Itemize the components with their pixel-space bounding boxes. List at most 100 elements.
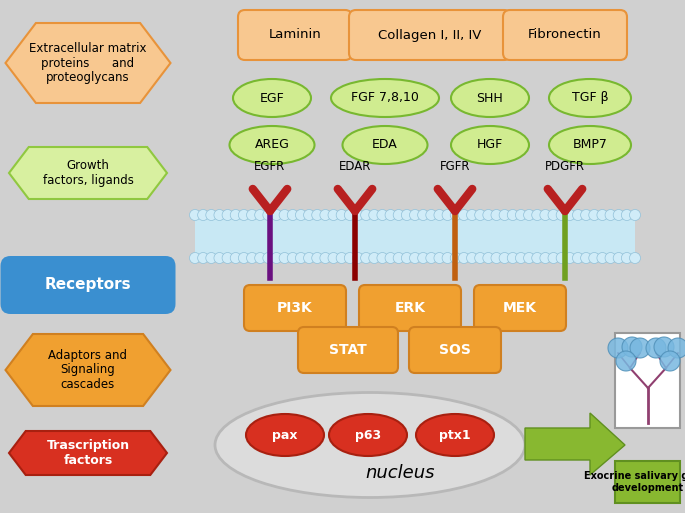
Circle shape — [589, 252, 600, 264]
Circle shape — [523, 209, 534, 221]
Circle shape — [630, 338, 650, 358]
Circle shape — [328, 209, 339, 221]
FancyBboxPatch shape — [409, 327, 501, 373]
Circle shape — [303, 252, 314, 264]
Circle shape — [410, 252, 421, 264]
Text: p63: p63 — [355, 428, 381, 442]
Circle shape — [458, 252, 469, 264]
Circle shape — [523, 252, 534, 264]
Circle shape — [295, 252, 306, 264]
Circle shape — [230, 209, 241, 221]
Circle shape — [401, 209, 412, 221]
Circle shape — [556, 209, 567, 221]
Circle shape — [573, 252, 584, 264]
Circle shape — [630, 252, 640, 264]
Circle shape — [369, 252, 379, 264]
Circle shape — [499, 209, 510, 221]
Circle shape — [613, 209, 624, 221]
Ellipse shape — [342, 126, 427, 164]
Circle shape — [573, 209, 584, 221]
Circle shape — [426, 209, 437, 221]
Circle shape — [597, 209, 608, 221]
Circle shape — [608, 338, 628, 358]
FancyBboxPatch shape — [359, 285, 461, 331]
Circle shape — [263, 209, 274, 221]
Text: pax: pax — [272, 428, 298, 442]
Circle shape — [247, 209, 258, 221]
Circle shape — [385, 209, 396, 221]
Circle shape — [442, 252, 453, 264]
Circle shape — [255, 209, 266, 221]
Circle shape — [345, 252, 356, 264]
Circle shape — [475, 252, 486, 264]
Polygon shape — [9, 431, 167, 475]
Circle shape — [548, 252, 559, 264]
Circle shape — [450, 252, 461, 264]
Ellipse shape — [246, 414, 324, 456]
Text: ptx1: ptx1 — [439, 428, 471, 442]
Circle shape — [466, 252, 477, 264]
Text: EGFR: EGFR — [254, 161, 286, 173]
Circle shape — [328, 252, 339, 264]
Ellipse shape — [329, 414, 407, 456]
FancyBboxPatch shape — [503, 10, 627, 60]
Circle shape — [263, 252, 274, 264]
Circle shape — [336, 252, 347, 264]
Circle shape — [377, 209, 388, 221]
Circle shape — [515, 252, 527, 264]
Circle shape — [426, 252, 437, 264]
Circle shape — [230, 252, 241, 264]
Ellipse shape — [215, 392, 525, 498]
Circle shape — [312, 209, 323, 221]
Circle shape — [214, 209, 225, 221]
Circle shape — [660, 351, 680, 371]
Circle shape — [206, 209, 216, 221]
Circle shape — [287, 209, 298, 221]
Circle shape — [206, 252, 216, 264]
Circle shape — [255, 252, 266, 264]
Circle shape — [312, 252, 323, 264]
Circle shape — [548, 209, 559, 221]
Text: FGF 7,8,10: FGF 7,8,10 — [351, 91, 419, 105]
Circle shape — [345, 209, 356, 221]
Text: BMP7: BMP7 — [573, 139, 608, 151]
Circle shape — [190, 252, 201, 264]
Ellipse shape — [451, 126, 529, 164]
Text: nucleus: nucleus — [365, 464, 435, 482]
Circle shape — [581, 209, 592, 221]
Circle shape — [515, 209, 527, 221]
Circle shape — [532, 209, 543, 221]
Polygon shape — [5, 23, 171, 103]
Text: SOS: SOS — [439, 343, 471, 357]
Circle shape — [630, 209, 640, 221]
Circle shape — [622, 337, 642, 357]
Circle shape — [238, 252, 249, 264]
Ellipse shape — [233, 79, 311, 117]
Circle shape — [491, 252, 502, 264]
Circle shape — [190, 209, 201, 221]
Polygon shape — [5, 334, 171, 406]
Text: Extracellular matrix
proteins      and
proteoglycans: Extracellular matrix proteins and proteo… — [29, 42, 147, 85]
Circle shape — [353, 209, 364, 221]
Circle shape — [393, 209, 404, 221]
Circle shape — [442, 209, 453, 221]
Circle shape — [360, 209, 371, 221]
Circle shape — [385, 252, 396, 264]
Text: Receptors: Receptors — [45, 278, 132, 292]
Circle shape — [589, 209, 600, 221]
Circle shape — [271, 209, 282, 221]
Text: STAT: STAT — [329, 343, 367, 357]
Circle shape — [360, 252, 371, 264]
Circle shape — [271, 252, 282, 264]
Circle shape — [483, 209, 494, 221]
Ellipse shape — [416, 414, 494, 456]
Text: TGF β: TGF β — [572, 91, 608, 105]
Circle shape — [668, 338, 685, 358]
Ellipse shape — [549, 79, 631, 117]
Circle shape — [475, 209, 486, 221]
Text: AREG: AREG — [255, 139, 290, 151]
Text: Adaptors and
Signaling
cascades: Adaptors and Signaling cascades — [49, 348, 127, 391]
FancyBboxPatch shape — [474, 285, 566, 331]
FancyBboxPatch shape — [244, 285, 346, 331]
Bar — [615, 461, 680, 503]
